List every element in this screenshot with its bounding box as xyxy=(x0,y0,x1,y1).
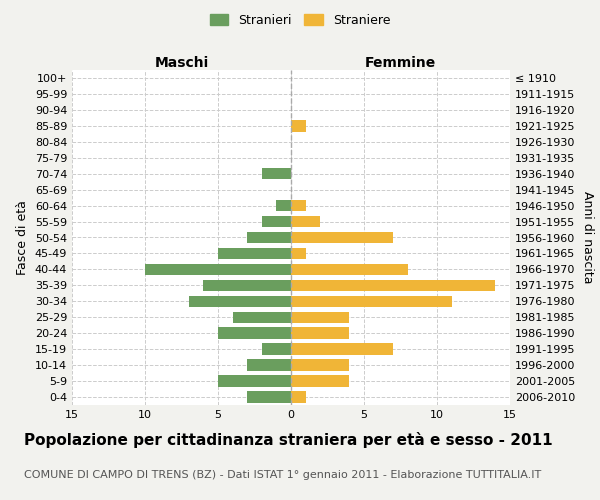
Bar xyxy=(291,232,393,243)
Bar xyxy=(291,312,349,323)
Bar xyxy=(291,376,349,387)
Bar xyxy=(291,264,408,275)
Bar xyxy=(277,200,291,211)
Bar xyxy=(291,200,305,211)
Bar xyxy=(291,248,305,259)
Bar xyxy=(291,280,496,291)
Bar xyxy=(291,296,452,307)
Text: Maschi: Maschi xyxy=(154,56,209,70)
Bar xyxy=(291,328,349,339)
Bar xyxy=(247,360,291,371)
Bar xyxy=(262,344,291,355)
Text: COMUNE DI CAMPO DI TRENS (BZ) - Dati ISTAT 1° gennaio 2011 - Elaborazione TUTTIT: COMUNE DI CAMPO DI TRENS (BZ) - Dati IST… xyxy=(24,470,541,480)
Bar xyxy=(145,264,291,275)
Bar xyxy=(218,376,291,387)
Legend: Stranieri, Straniere: Stranieri, Straniere xyxy=(205,8,395,32)
Bar xyxy=(247,232,291,243)
Text: Femmine: Femmine xyxy=(365,56,436,70)
Text: Popolazione per cittadinanza straniera per età e sesso - 2011: Popolazione per cittadinanza straniera p… xyxy=(24,432,553,448)
Bar xyxy=(218,328,291,339)
Bar xyxy=(291,392,305,403)
Bar xyxy=(247,392,291,403)
Bar xyxy=(233,312,291,323)
Bar xyxy=(291,344,393,355)
Bar xyxy=(189,296,291,307)
Bar xyxy=(291,216,320,228)
Bar xyxy=(291,120,305,132)
Bar xyxy=(203,280,291,291)
Bar xyxy=(291,360,349,371)
Y-axis label: Fasce di età: Fasce di età xyxy=(16,200,29,275)
Bar xyxy=(218,248,291,259)
Bar xyxy=(262,168,291,179)
Y-axis label: Anni di nascita: Anni di nascita xyxy=(581,191,594,284)
Bar xyxy=(262,216,291,228)
